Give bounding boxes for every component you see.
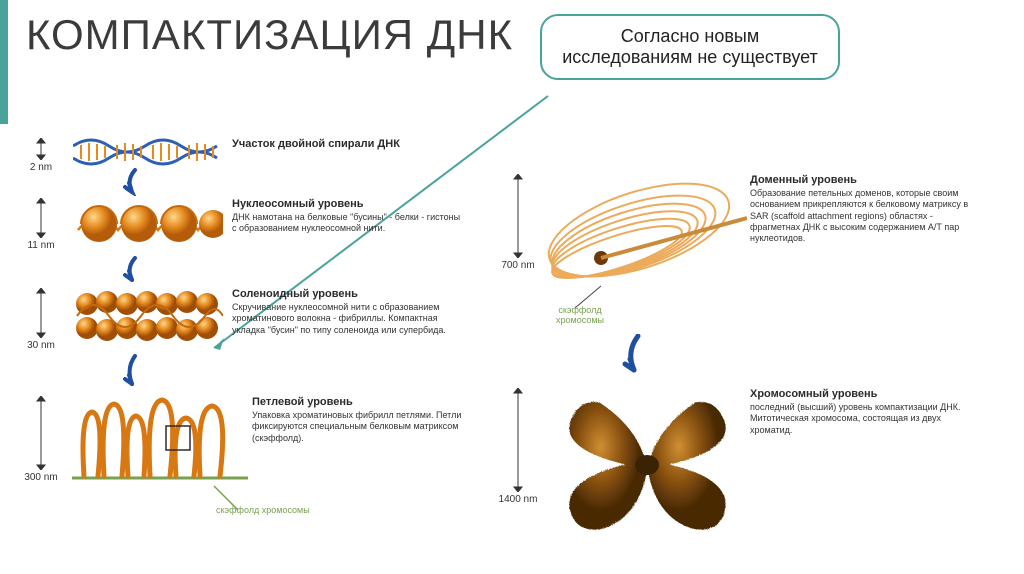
level-dna-helix: 2 nm Участок двойной спирали ДНК xyxy=(18,138,462,173)
scaffold-label: скэффолд хромосомы xyxy=(216,506,310,516)
level-desc: последний (высший) уровень компактизации… xyxy=(750,402,980,436)
chromosome-diagram xyxy=(552,388,742,538)
size-label-11nm: 11 nm xyxy=(18,198,64,251)
level-nucleosome: 11 nm Нуклеосомный уровень ДНК намотана … xyxy=(18,198,462,251)
scaffold-label-right: скэффолд хромосомы xyxy=(545,306,615,326)
callout-box: Согласно новым исследованиям не существу… xyxy=(540,14,840,80)
level-desc: Образование петельных доменов, которые с… xyxy=(750,188,980,244)
level-title: Доменный уровень xyxy=(750,174,980,186)
page-title: КОМПАКТИЗАЦИЯ ДНК xyxy=(26,12,513,58)
size-label-30nm: 30 nm xyxy=(18,288,64,351)
domain-diagram: скэффолд хромосомы xyxy=(552,174,742,329)
level-loops: 300 nm Петлевой уровень Упаковка хромати… xyxy=(18,396,482,486)
progression-arrow-icon xyxy=(120,168,150,196)
level-title: Хромосомный уровень xyxy=(750,388,980,400)
size-label-300nm: 300 nm xyxy=(18,396,64,483)
level-title: Петлевой уровень xyxy=(252,396,482,408)
progression-arrow-icon xyxy=(620,334,654,374)
level-desc: Скручивание нуклеосомной нити с образова… xyxy=(232,302,462,336)
level-desc: ДНК намотана на белковые "бусины" - белк… xyxy=(232,212,462,235)
level-title: Участок двойной спирали ДНК xyxy=(232,138,462,150)
solenoid-diagram xyxy=(70,288,226,344)
accent-bar xyxy=(0,0,8,124)
progression-arrow-icon xyxy=(120,354,150,388)
size-label-700nm: 700 nm xyxy=(490,174,546,271)
loops-diagram xyxy=(70,396,250,486)
size-label-2nm: 2 nm xyxy=(18,138,64,173)
progression-arrow-icon xyxy=(120,256,150,284)
level-title: Соленоидный уровень xyxy=(232,288,462,300)
level-domain: 700 nm скэффолд хромосомы Доменный урове… xyxy=(490,174,980,329)
level-title: Нуклеосомный уровень xyxy=(232,198,462,210)
callout-text: Согласно новым исследованиям не существу… xyxy=(562,26,818,67)
size-label-1400nm: 1400 nm xyxy=(490,388,546,505)
scaffold-label-connector xyxy=(168,484,258,524)
level-chromosome: 1400 nm Хромосомный уровень последний (в… xyxy=(490,388,980,538)
dna-helix-diagram xyxy=(70,138,226,166)
nucleosome-diagram xyxy=(70,198,226,248)
level-desc: Упаковка хроматиновых фибрилл петлями. П… xyxy=(252,410,482,444)
level-solenoid: 30 nm Соленоидны xyxy=(18,288,462,351)
